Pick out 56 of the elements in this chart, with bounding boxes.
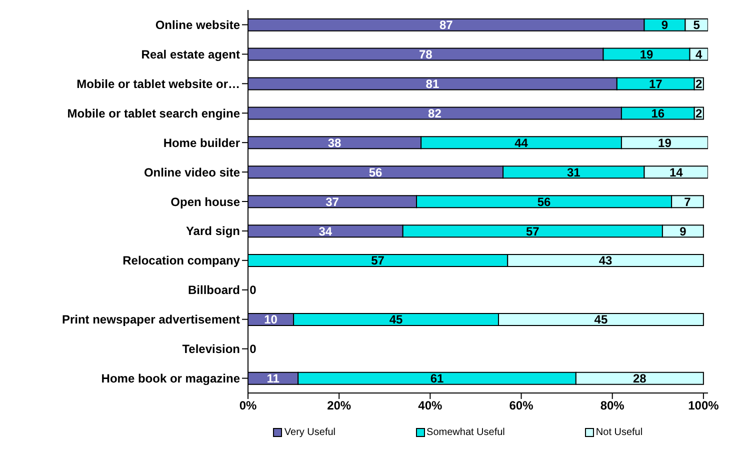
y-tick-label: Mobile or tablet website or… — [76, 76, 240, 91]
data-label: 19 — [658, 136, 672, 150]
data-label: 87 — [439, 18, 454, 32]
data-label: 7 — [684, 194, 692, 209]
x-tick-label: 80% — [600, 398, 625, 413]
data-label: 28 — [633, 372, 647, 386]
data-label: 17 — [648, 76, 663, 91]
data-label: 82 — [428, 106, 442, 120]
y-tick-label: Yard sign — [186, 224, 240, 238]
data-label: 34 — [318, 224, 332, 238]
data-label: 2 — [696, 76, 703, 91]
data-label: 38 — [328, 136, 342, 150]
y-tick-label: Relocation company — [122, 254, 240, 268]
y-tick-label: Billboard — [188, 283, 240, 298]
data-label: 45 — [594, 312, 608, 327]
y-tick-label: Online video site — [144, 165, 240, 180]
legend-label: Very Useful — [284, 427, 336, 438]
data-label: 10 — [264, 312, 278, 327]
y-tick-label: Open house — [170, 194, 240, 209]
y-tick-label: Online website — [155, 18, 240, 32]
x-tick-label: 60% — [509, 398, 534, 413]
x-tick-label: 100% — [688, 398, 720, 413]
y-tick-label: Home book or magazine — [101, 372, 240, 386]
data-label: 44 — [514, 136, 528, 150]
x-tick-label: 20% — [327, 398, 352, 413]
data-label: 2 — [696, 106, 703, 120]
legend-label: Somewhat Useful — [426, 427, 505, 438]
data-label: 19 — [640, 48, 654, 62]
data-label: 14 — [669, 165, 684, 180]
data-label: 57 — [526, 224, 540, 238]
y-tick-label: Home builder — [163, 136, 240, 150]
legend-label: Not Useful — [596, 427, 643, 438]
y-tick-label: Print newspaper advertisement — [62, 312, 240, 327]
x-tick-label: 40% — [418, 398, 443, 413]
data-label: 9 — [680, 224, 687, 238]
data-label: 0 — [250, 283, 257, 298]
data-label: 31 — [566, 165, 581, 180]
data-label: 16 — [651, 106, 665, 120]
data-label: 81 — [426, 76, 440, 91]
data-label: 56 — [368, 165, 383, 180]
data-label: 9 — [661, 18, 668, 32]
data-label: 11 — [266, 372, 280, 386]
data-label: 0 — [250, 342, 257, 356]
data-label: 56 — [537, 194, 552, 209]
data-label: 5 — [693, 18, 700, 32]
x-tick-label: 0% — [239, 398, 257, 413]
data-label: 78 — [418, 48, 433, 62]
y-tick-label: Mobile or tablet search engine — [67, 106, 240, 120]
data-label: 61 — [430, 372, 444, 386]
data-label: 43 — [598, 254, 613, 268]
y-tick-label: Television — [182, 342, 240, 356]
data-label: 57 — [371, 254, 385, 268]
data-label: 4 — [696, 48, 703, 62]
y-tick-label: Real estate agent — [141, 47, 240, 62]
data-label: 45 — [389, 312, 404, 327]
data-label: 37 — [326, 194, 340, 209]
